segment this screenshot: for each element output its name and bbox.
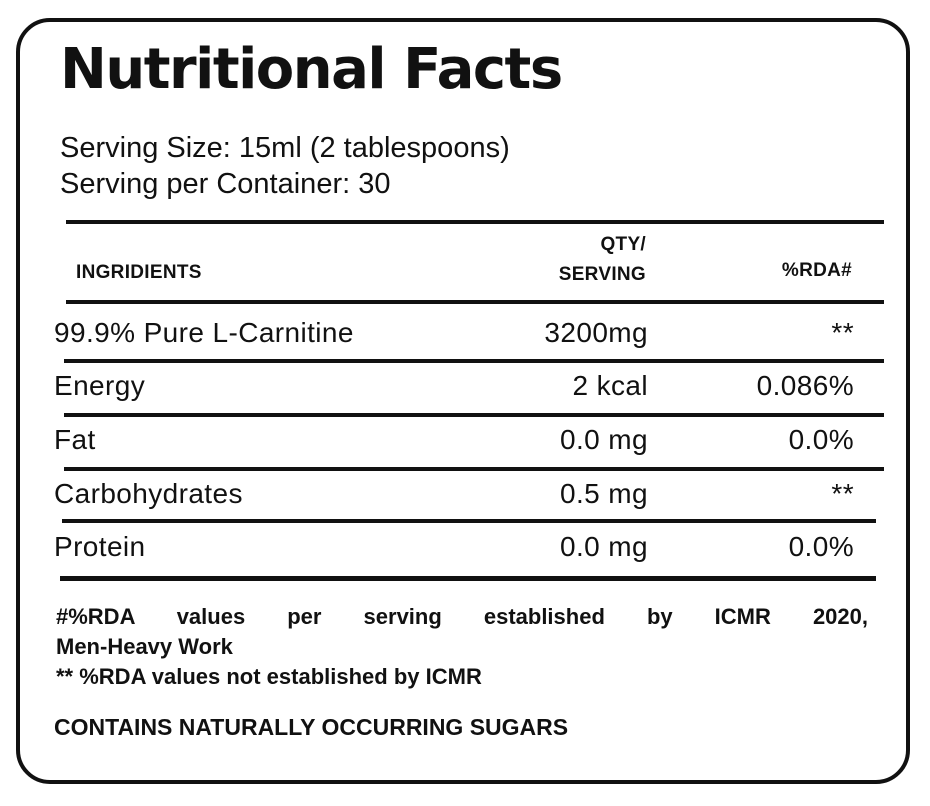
footnote-rda-source-cont: Men-Heavy Work [56, 634, 233, 659]
table-top-rule [66, 220, 884, 224]
header-qty-line2: SERVING [558, 264, 646, 285]
header-bottom-rule [66, 300, 884, 304]
header-rda: %RDA# [781, 260, 852, 281]
row-qty-protein: 0.0 mg [560, 531, 648, 562]
row-divider [64, 359, 884, 363]
row-name-protein: Protein [54, 531, 146, 562]
row-qty-l-carnitine: 3200mg [544, 317, 648, 348]
row-qty-fat: 0.0 mg [560, 424, 648, 455]
footnote-rda-source: #%RDA values per serving established by … [56, 604, 868, 629]
label-title: Nutritional Facts [60, 37, 563, 102]
row-divider [64, 467, 884, 471]
table-bottom-rule [60, 576, 876, 581]
row-rda-protein: 0.0% [788, 531, 854, 562]
row-divider [62, 519, 876, 523]
row-rda-energy: 0.086% [756, 370, 854, 401]
footnote-sugars: CONTAINS NATURALLY OCCURRING SUGARS [54, 714, 569, 740]
row-name-fat: Fat [54, 424, 96, 455]
footnote-not-established: ** %RDA values not established by ICMR [56, 664, 482, 689]
header-qty-line1: QTY/ [600, 234, 646, 255]
row-name-carbohydrates: Carbohydrates [54, 478, 243, 509]
row-qty-energy: 2 kcal [572, 370, 648, 401]
row-rda-fat: 0.0% [788, 424, 854, 455]
row-divider [64, 413, 884, 417]
serving-size: Serving Size: 15ml (2 tablespoons) [60, 132, 510, 164]
row-name-l-carnitine: 99.9% Pure L-Carnitine [54, 317, 354, 348]
row-name-energy: Energy [54, 370, 146, 401]
row-rda-l-carnitine: ** [831, 317, 854, 348]
servings-per-container: Serving per Container: 30 [60, 168, 391, 200]
nutrition-label-border [16, 18, 910, 784]
row-qty-carbohydrates: 0.5 mg [560, 478, 648, 509]
row-rda-carbohydrates: ** [831, 478, 854, 509]
header-ingredients: INGRIDIENTS [76, 262, 202, 283]
